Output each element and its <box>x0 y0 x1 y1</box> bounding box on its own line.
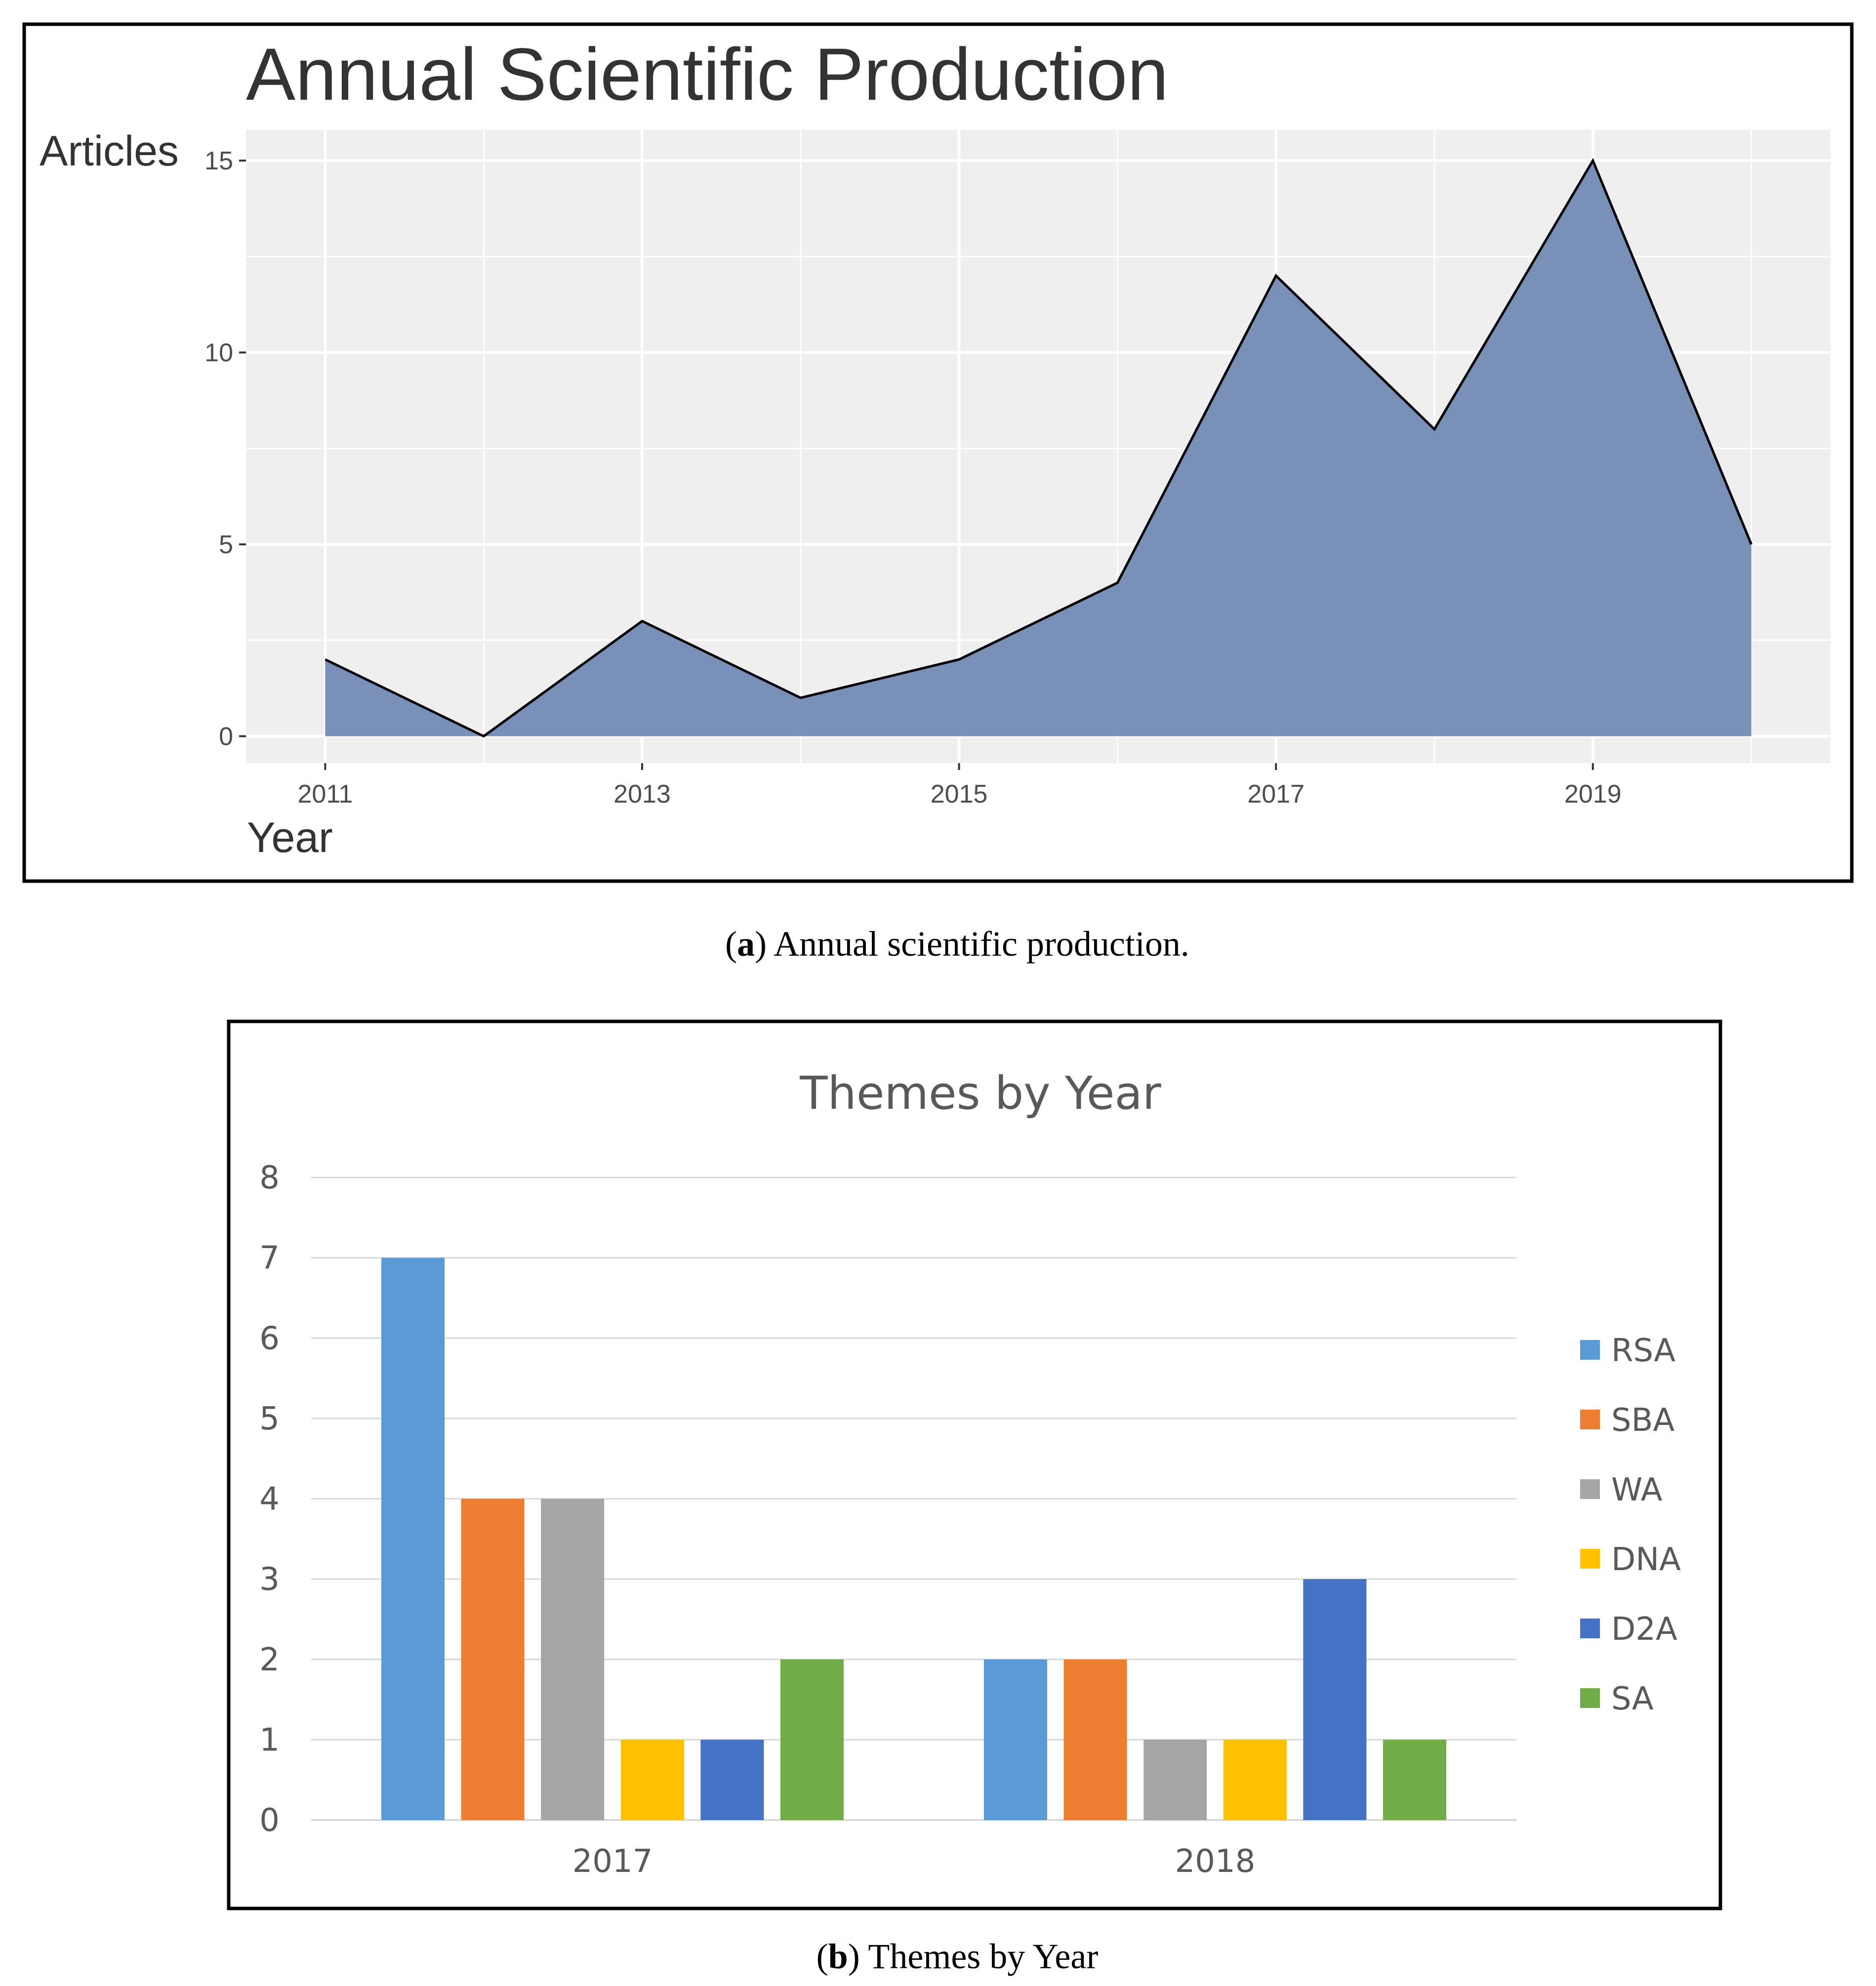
chart-b-legend-label: SA <box>1611 1681 1654 1717</box>
chart-b-legend-label: SBA <box>1611 1402 1675 1439</box>
chart-b-legend: RSA SBA WA DNA D2A SA <box>1580 1333 1681 1717</box>
chart-b-legend-swatch <box>1580 1340 1600 1360</box>
chart-b-y-tick-label: 6 <box>259 1320 280 1357</box>
chart-b-bar-dna <box>1223 1740 1287 1820</box>
chart-b-bar-sa <box>1383 1740 1446 1820</box>
chart-b-bar-wa <box>1143 1740 1207 1820</box>
chart-a-title: Annual Scientific Production <box>246 33 1169 116</box>
chart-a-x-axis: 2011 2013 2015 2017 2019 <box>297 763 1622 809</box>
chart-b-legend-label: DNA <box>1611 1541 1681 1578</box>
chart-b-y-tick-label: 2 <box>259 1642 280 1678</box>
chart-b-bar-dna <box>620 1740 684 1820</box>
chart-b-legend-swatch <box>1580 1619 1600 1638</box>
chart-b-bar-rsa <box>381 1257 445 1820</box>
chart-a-area <box>325 161 1752 736</box>
chart-b-y-tick-label: 3 <box>259 1561 280 1598</box>
chart-b-legend-swatch <box>1580 1479 1600 1499</box>
chart-a: Annual Scientific Production 0 5 10 15 2011… <box>22 22 1854 883</box>
chart-b-bar-d2a <box>1303 1579 1367 1820</box>
caption-a-label: a <box>737 924 755 964</box>
chart-a-y-label: Articles <box>40 127 179 175</box>
caption-b-text: Themes by Year <box>860 1937 1099 1976</box>
chart-b-y-tick-label: 1 <box>259 1722 280 1758</box>
chart-b-bar-sba <box>461 1499 525 1820</box>
chart-a-x-tick-label: 2017 <box>1247 780 1305 809</box>
chart-b-legend-swatch <box>1580 1688 1600 1708</box>
caption-a: (a) Annual scientific production. <box>725 924 1189 964</box>
chart-a-x-tick-label: 2013 <box>613 780 671 809</box>
chart-b-bar-sa <box>780 1659 844 1820</box>
chart-a-x-tick-label: 2019 <box>1564 780 1622 809</box>
chart-b-bar-rsa <box>984 1659 1047 1820</box>
chart-a-x-label: Year <box>247 814 333 861</box>
caption-b: (b) Themes by Year <box>816 1937 1099 1976</box>
chart-a-y-tick-label: 0 <box>219 723 233 751</box>
chart-b-legend-swatch <box>1580 1410 1600 1429</box>
chart-b-legend-label: RSA <box>1611 1333 1675 1369</box>
chart-a-x-tick-label: 2015 <box>931 780 988 809</box>
chart-b: Themes by Year 0 1 2 3 4 5 6 7 8 2017 2018 RSA SBA… <box>227 1019 1722 1910</box>
chart-b-y-tick-label: 0 <box>259 1802 280 1839</box>
chart-b-title: Themes by Year <box>799 1067 1161 1120</box>
chart-b-x-axis: 2017 2018 <box>572 1843 1256 1880</box>
chart-b-y-tick-label: 4 <box>259 1481 280 1518</box>
chart-b-y-axis: 0 1 2 3 4 5 6 7 8 <box>259 1160 280 1839</box>
chart-b-y-tick-label: 8 <box>259 1160 280 1196</box>
chart-b-x-tick-label: 2018 <box>1175 1843 1256 1880</box>
chart-b-frame <box>227 1019 1722 1910</box>
chart-b-legend-label: D2A <box>1611 1611 1677 1648</box>
chart-b-bar-sba <box>1063 1659 1127 1820</box>
chart-a-x-tick-label: 2011 <box>297 780 353 809</box>
chart-b-bar-d2a <box>700 1740 764 1820</box>
caption-b-label: b <box>828 1937 848 1976</box>
chart-b-y-tick-label: 5 <box>259 1401 280 1437</box>
chart-b-legend-swatch <box>1580 1549 1600 1569</box>
chart-a-y-tick-label: 10 <box>204 339 233 367</box>
chart-b-x-tick-label: 2017 <box>572 1843 653 1880</box>
chart-b-bar-wa <box>541 1499 605 1820</box>
chart-b-legend-label: WA <box>1611 1472 1663 1508</box>
chart-a-y-tick-label: 15 <box>204 147 233 175</box>
chart-b-y-tick-label: 7 <box>259 1240 280 1277</box>
caption-a-text: Annual scientific production. <box>767 924 1189 964</box>
chart-a-y-axis: 0 5 10 15 <box>204 147 246 751</box>
chart-b-bars <box>381 1257 1446 1820</box>
chart-a-y-tick-label: 5 <box>219 530 233 559</box>
chart-a-outline <box>325 158 1753 738</box>
